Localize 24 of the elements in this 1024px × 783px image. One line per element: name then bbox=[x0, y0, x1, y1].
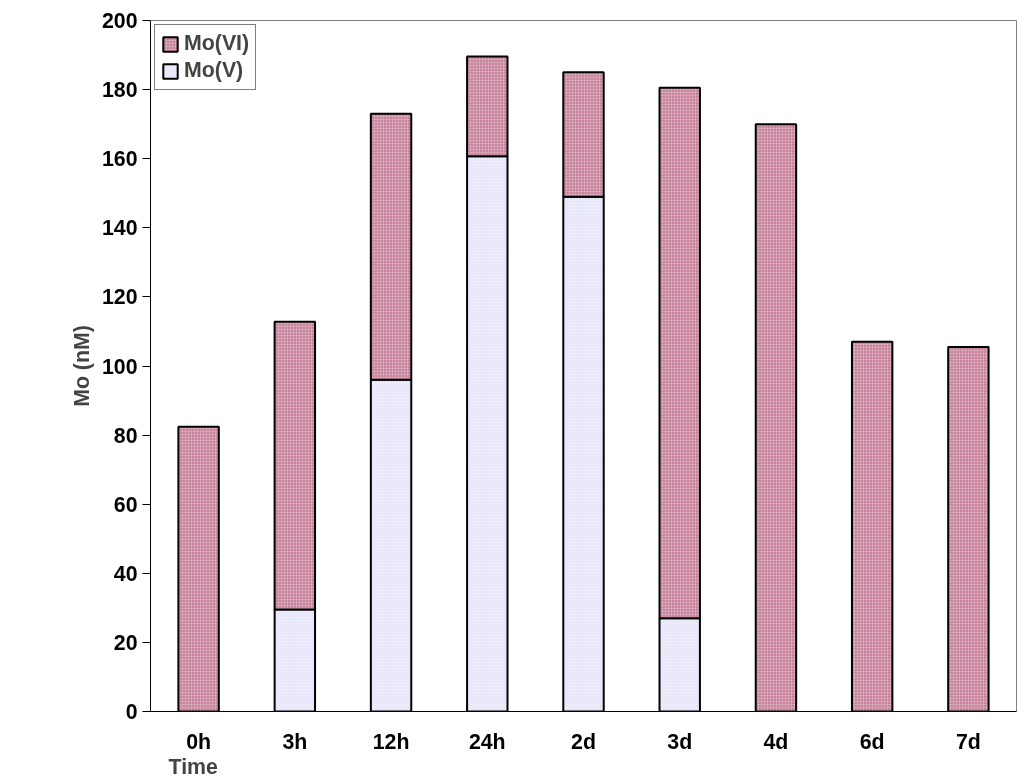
x-axis-title: Time bbox=[168, 754, 219, 779]
y-tick-label: 200 bbox=[101, 9, 138, 33]
x-tick-label: 6d bbox=[859, 729, 885, 754]
y-tick-label: 0 bbox=[125, 700, 138, 724]
x-tick-label: 7d bbox=[955, 729, 981, 754]
x-tick-label: 24h bbox=[468, 729, 506, 754]
y-tick-label: 20 bbox=[113, 630, 138, 655]
x-tick-label: 2d bbox=[571, 729, 596, 754]
y-tick-label: 140 bbox=[101, 216, 138, 241]
y-tick-label: 100 bbox=[101, 354, 138, 379]
x-tick-label: 3h bbox=[282, 729, 308, 754]
y-axis-title: Mo (nM) bbox=[69, 325, 94, 407]
x-tick-label: 4d bbox=[763, 729, 789, 754]
x-tick-label: 3d bbox=[667, 729, 693, 754]
legend-label: Mo(VI) bbox=[184, 31, 250, 56]
x-tick-label: 0h bbox=[186, 729, 212, 754]
y-tick-label: 180 bbox=[101, 78, 138, 103]
y-tick-label: 60 bbox=[113, 492, 138, 517]
y-tick-label: 120 bbox=[101, 285, 138, 310]
y-tick-label: 80 bbox=[113, 423, 138, 448]
y-tick-label: 40 bbox=[113, 561, 138, 586]
y-tick-label: 160 bbox=[101, 147, 138, 172]
x-tick-label: 12h bbox=[372, 729, 410, 754]
legend-label: Mo(V) bbox=[184, 58, 244, 83]
